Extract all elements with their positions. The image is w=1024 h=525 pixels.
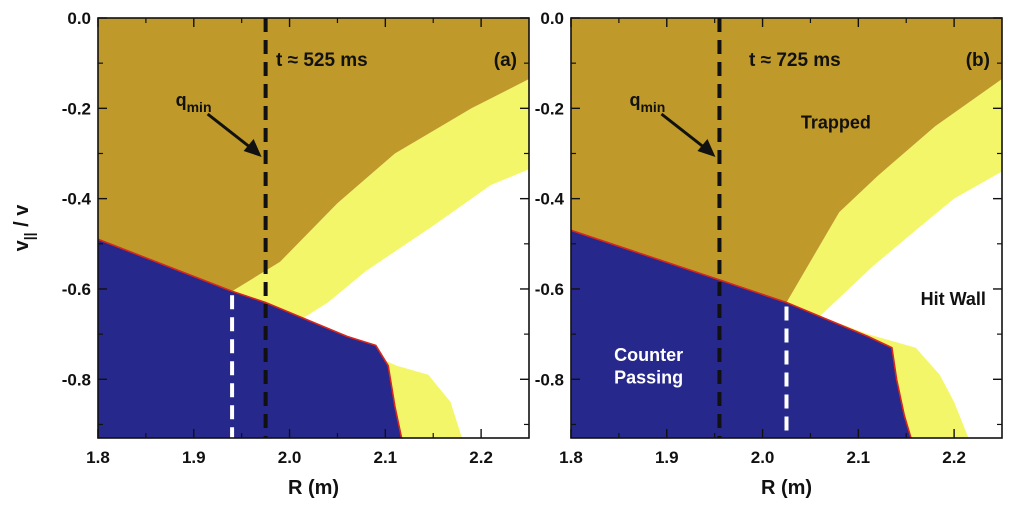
qmin-label: qmin: [629, 90, 665, 115]
qmin-label-sub: min: [187, 99, 212, 115]
region-label: Hit Wall: [921, 289, 986, 309]
counter-passing-region: [571, 230, 911, 438]
x-tick-label: 2.0: [278, 448, 302, 467]
y-tick-label: -0.6: [62, 280, 91, 299]
y-tick-label: -0.6: [535, 280, 564, 299]
panel-b: 1.8 1.9 2.0 2.1 2.2 0.0 -0.2 -0.4 -0.6 -0.8 R (m) t…: [535, 9, 1003, 499]
x-tick-label: 1.8: [559, 448, 583, 467]
x-tick-label: 2.1: [847, 448, 871, 467]
plot-area: [98, 18, 529, 438]
y-axis-label-tail: / v: [11, 204, 33, 233]
qmin-arrow-head: [697, 139, 716, 157]
y-tick-label: -0.2: [62, 99, 91, 118]
y-tick-label: -0.2: [535, 99, 564, 118]
y-axis-label-sub: ||: [21, 232, 37, 240]
y-tick-label: -0.4: [62, 190, 92, 209]
panel-tag: (a): [494, 50, 517, 71]
passing-boundary-line: [98, 238, 403, 438]
x-tick-label: 1.9: [182, 448, 206, 467]
time-label: t ≈ 525 ms: [276, 50, 368, 71]
y-tick-label: 0.0: [67, 9, 91, 28]
x-tick-label: 1.9: [655, 448, 679, 467]
y-axis-label-text: v|| / v: [11, 204, 37, 252]
region-label: Trapped: [801, 113, 871, 133]
time-label: t ≈ 725 ms: [749, 50, 841, 71]
x-axis-label: R (m): [288, 477, 339, 499]
qmin-arrow-shaft: [206, 112, 255, 152]
x-axis-label: R (m): [761, 477, 812, 499]
lost-band-region: [232, 79, 529, 438]
panels: 1.8 1.9 2.0 2.1 2.2 0.0 -0.2 -0.4 -0.6 -0.8 R (m) t…: [62, 9, 1003, 499]
trapped-region: [98, 18, 529, 292]
qmin-label-main: q: [176, 90, 187, 110]
trapped-region: [571, 18, 1002, 303]
y-axis-label: v|| / v: [11, 204, 37, 252]
region-label-line: Trapped: [801, 113, 871, 133]
plot-frame: [97, 17, 530, 439]
region-label-line: Hit Wall: [921, 289, 986, 309]
x-tick-label: 2.2: [469, 448, 493, 467]
y-tick-label: -0.8: [62, 370, 91, 389]
passing-boundary-line: [571, 229, 912, 438]
x-tick-label: 2.2: [942, 448, 966, 467]
y-tick-label: -0.4: [535, 190, 565, 209]
qmin-arrow-head: [243, 139, 262, 157]
region-label-line: Counter: [614, 345, 683, 365]
y-tick-label: -0.8: [535, 370, 564, 389]
y-axis-label-main: v: [11, 239, 33, 251]
qmin-arrow-shaft: [660, 112, 709, 152]
x-tick-label: 1.8: [86, 448, 110, 467]
counter-passing-region: [98, 239, 402, 438]
region-label: Counter Passing: [614, 345, 683, 388]
plot-frame: [570, 17, 1003, 439]
lost-band-region: [786, 79, 1002, 438]
plot-area: [571, 18, 1002, 438]
region-label-line: Passing: [614, 368, 683, 388]
qmin-label-sub: min: [640, 99, 665, 115]
panel-a: 1.8 1.9 2.0 2.1 2.2 0.0 -0.2 -0.4 -0.6 -0.8 R (m) t…: [62, 9, 530, 499]
x-tick-label: 2.1: [374, 448, 398, 467]
panel-tag: (b): [966, 50, 990, 71]
y-tick-label: 0.0: [540, 9, 564, 28]
x-tick-label: 2.0: [751, 448, 775, 467]
qmin-label: qmin: [176, 90, 212, 115]
qmin-label-main: q: [629, 90, 640, 110]
